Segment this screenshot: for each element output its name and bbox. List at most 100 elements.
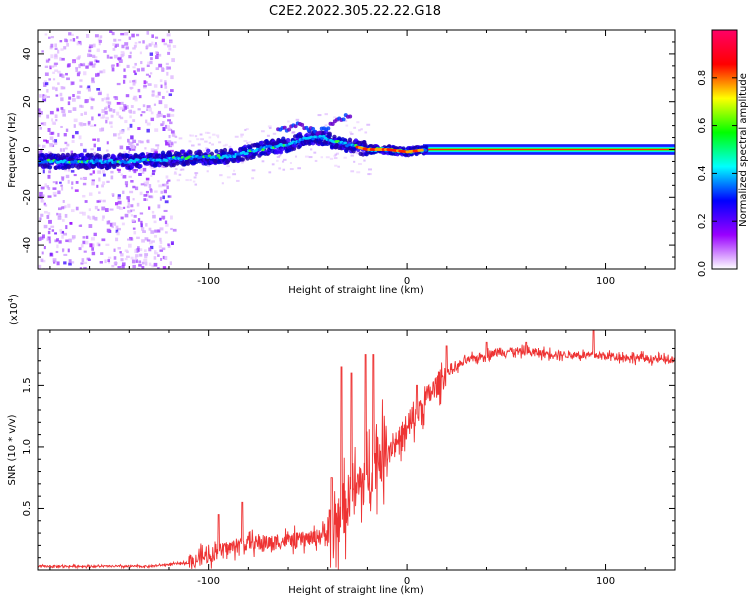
noise-dot — [276, 155, 280, 158]
noise-dot — [366, 123, 371, 126]
noise-dot — [345, 124, 349, 127]
ridge-outer — [175, 161, 180, 166]
noise-dot — [91, 251, 96, 256]
noise-dot — [129, 209, 133, 213]
noise-dot — [162, 115, 166, 118]
noise-dot — [120, 101, 124, 105]
noise-dot — [191, 144, 195, 147]
noise-dot — [120, 51, 125, 54]
noise-dot — [153, 44, 158, 48]
noise-dot — [350, 170, 355, 173]
noise-dot — [189, 134, 192, 137]
noise-dot — [130, 105, 134, 109]
noise-dot — [136, 236, 140, 240]
noise-dot — [97, 113, 101, 117]
noise-dot — [44, 204, 48, 207]
ridge-inner — [98, 159, 103, 163]
noise-dot — [39, 236, 44, 240]
y-tick-label: 20 — [22, 95, 33, 108]
noise-dot — [119, 251, 122, 254]
noise-dot — [75, 67, 78, 70]
noise-dot — [93, 232, 97, 237]
ridge-outer — [423, 144, 429, 150]
noise-dot — [179, 168, 183, 171]
noise-dot — [358, 163, 362, 166]
noise-dot — [109, 30, 113, 33]
noise-dot — [310, 148, 313, 151]
noise-dot — [120, 216, 124, 220]
y-tick-label: -40 — [22, 237, 33, 253]
noise-dot — [56, 261, 60, 266]
x-tick-label: 100 — [596, 276, 615, 287]
branch-dot — [282, 125, 287, 130]
noise-dot — [333, 116, 337, 119]
noise-dot — [83, 266, 87, 269]
noise-dot — [79, 267, 83, 269]
noise-dot — [140, 113, 143, 117]
noise-dot — [159, 217, 162, 221]
branch-dot — [326, 126, 331, 131]
noise-dot — [48, 151, 52, 155]
y-tick-label: 40 — [22, 48, 33, 61]
noise-dot — [96, 200, 99, 203]
noise-dot — [148, 75, 151, 78]
noise-dot — [47, 230, 51, 235]
noise-dot — [106, 149, 109, 152]
noise-dot — [59, 73, 63, 77]
noise-dot — [164, 200, 169, 204]
noise-dot — [136, 143, 139, 146]
noise-dot — [80, 177, 83, 180]
noise-dot — [100, 116, 105, 119]
noise-dot — [141, 239, 145, 243]
noise-dot — [289, 162, 292, 165]
noise-dot — [116, 205, 121, 209]
noise-dot — [119, 106, 124, 110]
noise-dot — [83, 261, 88, 264]
noise-dot — [65, 225, 68, 230]
noise-dot — [91, 63, 96, 68]
noise-dot — [116, 82, 121, 86]
noise-dot — [65, 128, 69, 132]
noise-dot — [51, 118, 54, 122]
noise-dot — [52, 71, 55, 74]
noise-dot — [171, 130, 175, 134]
noise-dot — [111, 193, 114, 196]
noise-dot — [206, 170, 209, 173]
noise-dot — [72, 60, 76, 64]
noise-dot — [117, 200, 122, 205]
noise-dot — [150, 111, 154, 115]
noise-dot — [104, 259, 107, 264]
noise-dot — [151, 92, 155, 97]
noise-dot — [159, 227, 164, 231]
noise-dot — [121, 222, 125, 226]
noise-dot — [194, 183, 198, 186]
snr-y-ticks: 0.5 1.0 1.5 — [22, 347, 675, 559]
noise-dot — [97, 147, 101, 151]
noise-dot — [79, 104, 83, 108]
noise-dot — [151, 172, 155, 176]
noise-dot — [111, 264, 115, 268]
snr-frame — [37, 329, 676, 571]
noise-dot — [148, 184, 152, 188]
noise-dot — [119, 130, 124, 134]
noise-dot — [153, 84, 158, 88]
steady-band-core — [422, 148, 675, 151]
noise-dot — [89, 243, 93, 248]
noise-dot — [91, 116, 94, 121]
noise-dot — [146, 108, 149, 111]
noise-dot — [49, 110, 54, 115]
noise-dot — [45, 140, 49, 144]
noise-dot — [71, 181, 74, 185]
noise-dot — [110, 125, 113, 128]
noise-dot — [53, 194, 57, 197]
noise-dot — [132, 119, 136, 122]
noise-dot — [41, 194, 45, 198]
noise-dot — [145, 181, 149, 185]
noise-dot — [128, 36, 132, 40]
noise-dot — [39, 127, 43, 130]
noise-dot — [153, 103, 157, 106]
noise-dot — [79, 79, 83, 82]
noise-dot — [261, 160, 265, 163]
noise-dot — [70, 209, 75, 213]
